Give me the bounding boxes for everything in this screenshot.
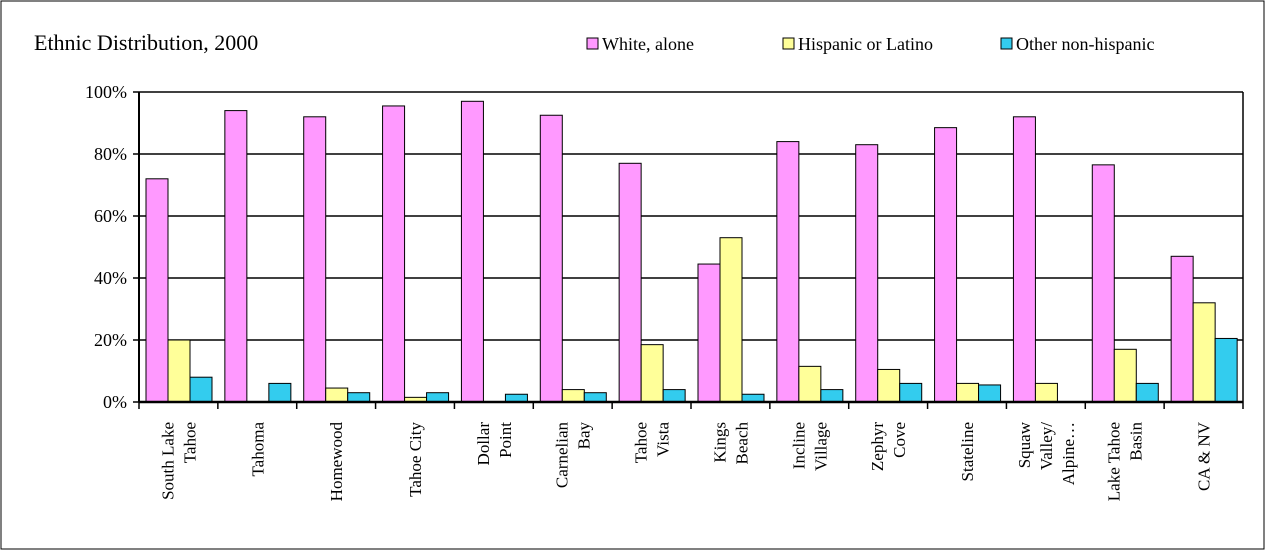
bar [325,387,349,403]
bar [145,178,169,403]
x-tick-label-line: Point [496,422,515,458]
x-tick-label-line: CA & NV [1195,421,1214,491]
y-tick-label: 20% [94,330,127,350]
x-tick-label: Tahoma [248,422,267,477]
x-tick-label: Squaw Valley/Alpine… [1015,421,1078,485]
axes [138,92,1244,409]
bar [1012,116,1036,403]
x-tick-label-line: Tahoma [248,422,267,477]
x-tick-label-line: South Lake [158,422,177,500]
bar [426,392,450,403]
x-tick-label-line: Vista [654,422,673,457]
bar [1214,337,1238,403]
legend-label: White, alone [602,34,694,54]
x-tick-label-line: Zephyr [868,422,887,471]
bar [539,114,563,403]
bar [1192,302,1216,403]
bar [268,382,292,403]
legend: White, alone Hispanic or Latino Other non-… [586,34,1154,54]
legend-swatch [1000,37,1013,50]
bar [899,382,923,403]
chart-title: Ethnic Distribution, 2000 [34,30,258,55]
x-tick-label-line: Beach [732,422,751,465]
bar [640,344,664,403]
bar [583,392,607,403]
x-tick-label: Carnelian Bay [553,422,594,489]
x-tick-label: Tahoe City [406,422,425,497]
x-tick-label-line: Dollar [474,422,493,466]
bar [855,144,879,403]
x-tick-label-line: Village [811,422,830,471]
x-tick-label-line: Lake Tahoe [1105,422,1124,501]
x-tick-label: Dollar Point [474,422,515,466]
bar [978,384,1002,403]
bar [618,162,642,403]
x-tick-label: South Lake Tahoe [158,422,199,500]
bar [820,389,844,403]
legend-label: Hispanic or Latino [798,34,933,54]
x-tick-label-line: Tahoe [632,422,651,463]
bar [460,100,484,403]
bar [347,392,371,403]
y-tick-label: 100% [85,82,127,102]
x-tick-label: Stateline [958,422,977,481]
bar [877,368,901,403]
x-tick-label: Homewood [327,422,346,502]
y-tick-label: 60% [94,206,127,226]
y-tick-label: 80% [94,144,127,164]
bar [224,110,248,403]
x-tick-label-line: Homewood [327,422,346,502]
bar [798,365,822,403]
x-tick-label: Tahoe Vista [632,422,673,464]
x-tick-label: Lake Tahoe Basin [1105,422,1146,502]
y-tick-label: 0% [103,392,127,412]
x-tick-label-line: Tahoe [180,422,199,463]
bar [719,237,743,403]
legend-swatch [782,37,795,50]
bar [1170,255,1194,403]
x-tick-label-line: Incline [789,422,808,469]
bar [1034,382,1058,403]
bar [1091,164,1115,403]
bar [561,389,585,403]
x-tick-label-line: Alpine… [1059,422,1078,485]
x-tick-label-line: Valley/ [1037,422,1056,470]
x-tick-label: Zephyr Cove [868,422,909,471]
bar [303,116,327,403]
x-tick-label-line: Kings [710,422,729,463]
x-axis-labels: South Lake Tahoe Tahoma Homewood Tahoe City D… [158,421,1213,501]
legend-swatch [586,37,599,50]
x-tick-label-line: Tahoe City [406,422,425,497]
x-tick-label-line: Bay [575,422,594,450]
y-tick-label: 40% [94,268,127,288]
x-tick-label-line: Squaw [1015,421,1034,468]
legend-label: Other non-hispanic [1016,34,1154,54]
bar [189,376,213,403]
bar [776,141,800,403]
bar [167,339,191,403]
bar [382,105,406,403]
x-tick-label-line: Basin [1127,422,1146,461]
x-tick-label-line: Cove [890,422,909,458]
bar [1135,382,1159,403]
bar [662,389,686,403]
bar [697,263,721,403]
bar [956,382,980,403]
bar [934,127,958,403]
x-tick-label: Incline Village [789,422,830,471]
y-axis-ticks: 0% 20% 40% 60% 80% 100% [85,82,139,412]
x-tick-label: Kings Beach [710,422,751,465]
x-tick-label-line: Carnelian [553,422,572,489]
bars [145,100,1238,403]
bar [1113,348,1137,403]
x-tick-label-line: Stateline [958,422,977,481]
x-tick-label: CA & NV [1195,421,1214,491]
